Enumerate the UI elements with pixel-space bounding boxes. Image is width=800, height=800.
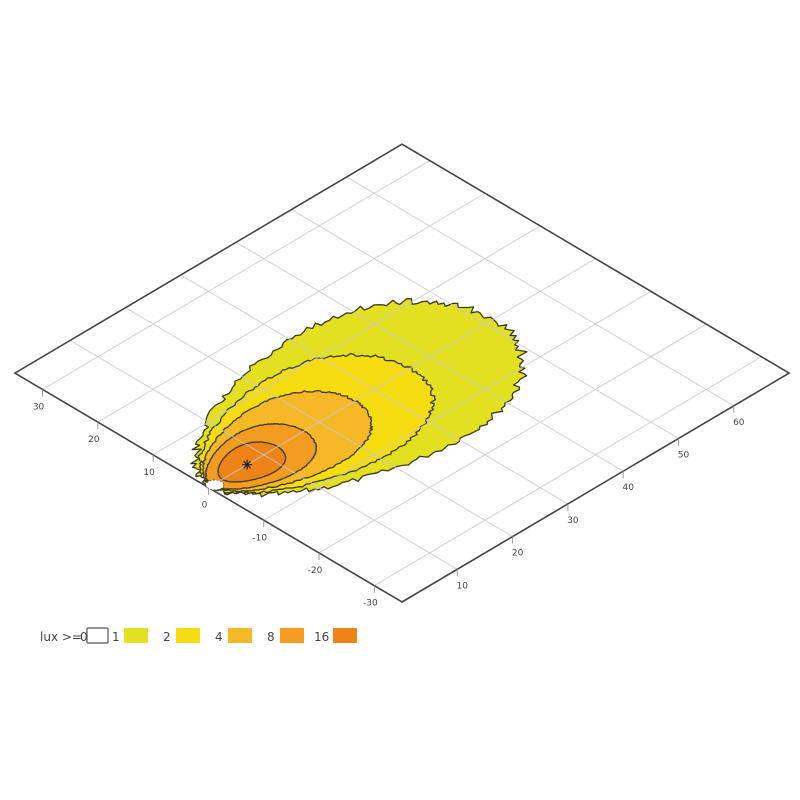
gridline-y — [97, 192, 486, 423]
x-tick-label: 50 — [678, 451, 690, 461]
legend-swatch-8 — [280, 628, 304, 643]
plot-border — [13, 143, 791, 603]
plot-frame — [13, 143, 791, 603]
gridline-y — [208, 258, 596, 488]
y-tick-label: -10 — [252, 533, 267, 543]
legend-swatch-0 — [86, 627, 109, 644]
legend-label-8: 8 — [267, 630, 275, 644]
legend-swatch-1 — [124, 628, 148, 643]
legend-label-0: 0 — [80, 630, 88, 644]
y-tick-label: 10 — [143, 468, 155, 478]
light-source-icon — [205, 479, 225, 491]
gridline-y — [152, 225, 541, 456]
x-tick-label: 60 — [733, 418, 745, 428]
gridline-y — [374, 356, 762, 587]
legend-label-16: 16 — [314, 630, 329, 644]
x-tick-label: 40 — [622, 483, 634, 493]
y-tick-label: 0 — [202, 501, 208, 511]
y-tick-label: 30 — [33, 402, 45, 412]
legend-prefix: lux >= — [40, 630, 82, 644]
gridline-y — [42, 160, 430, 390]
y-tick-label: -30 — [363, 599, 378, 609]
grid-layer — [42, 160, 762, 587]
max-point-star-icon — [243, 460, 252, 469]
axis-ticks: 10 20 30 40 50 60 30 20 10 0 -10 -20 -30 — [33, 389, 745, 609]
x-tick-label: 20 — [512, 549, 524, 559]
y-tick-label: 20 — [88, 435, 100, 445]
x-tick-label: 30 — [567, 516, 579, 526]
x-tick-label: 10 — [457, 581, 469, 591]
source-markers — [205, 459, 253, 491]
legend-swatch-4 — [228, 628, 252, 643]
gridline-y — [318, 323, 707, 554]
legend: lux >=0 1 2 4 8 16 — [40, 627, 357, 644]
y-tick-label: -20 — [308, 566, 323, 576]
legend-label-2: 2 — [163, 630, 171, 644]
gridline-y — [263, 290, 652, 521]
legend-label-1: 1 — [112, 630, 120, 644]
legend-label-4: 4 — [215, 630, 223, 644]
legend-swatch-16 — [333, 628, 357, 643]
legend-swatch-2 — [176, 628, 200, 643]
